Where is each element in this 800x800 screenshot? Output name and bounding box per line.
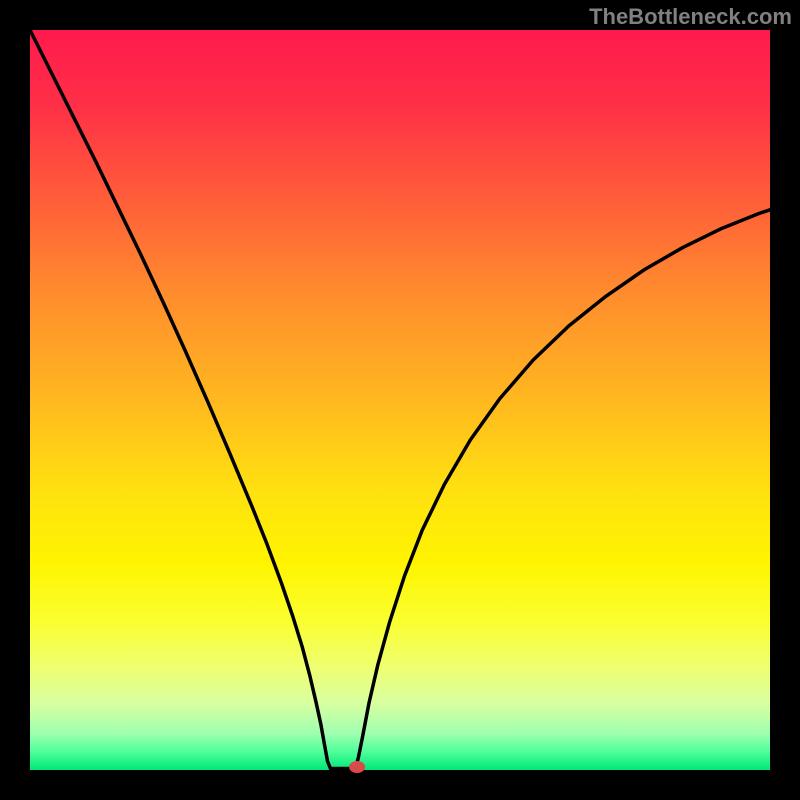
optimum-marker — [349, 761, 365, 773]
watermark-text: TheBottleneck.com — [589, 4, 792, 30]
plot-background — [30, 30, 770, 770]
chart-svg — [0, 0, 800, 800]
chart-container: TheBottleneck.com — [0, 0, 800, 800]
